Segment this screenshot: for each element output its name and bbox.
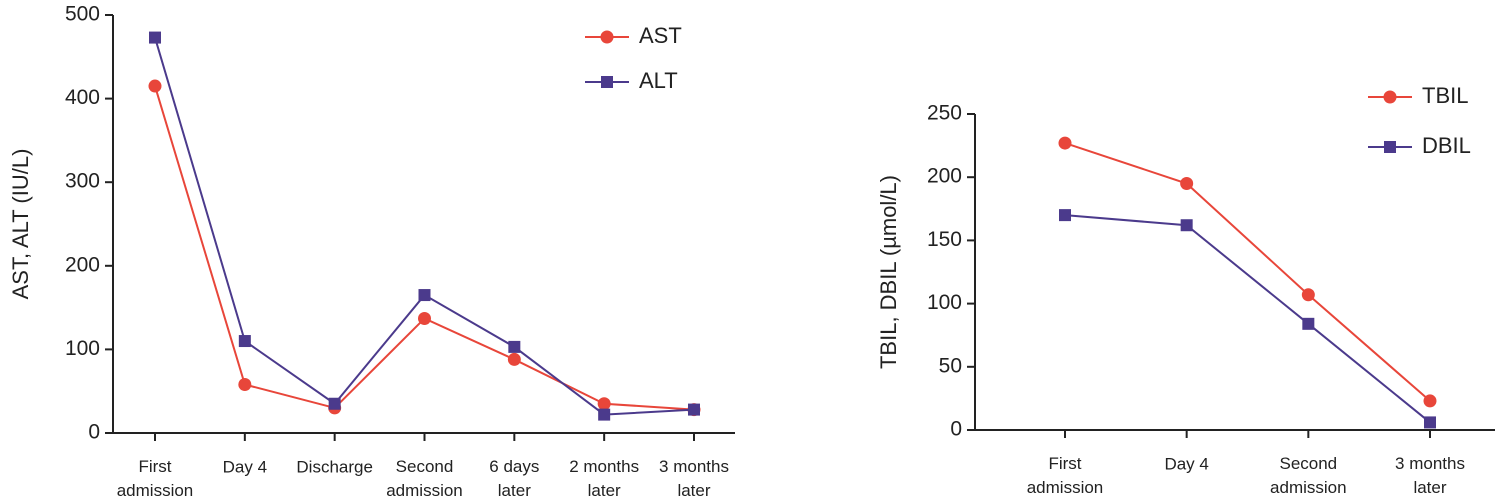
marker xyxy=(238,378,252,392)
y-tick-label: 200 xyxy=(927,165,962,188)
y-tick-label: 250 xyxy=(927,102,962,125)
y-tick-label: 100 xyxy=(927,291,962,314)
marker xyxy=(1302,317,1315,330)
marker xyxy=(418,289,431,302)
x-tick-label: 3 months later xyxy=(1395,454,1465,497)
y-tick-label: 50 xyxy=(939,354,962,377)
legend-label: TBIL xyxy=(1422,83,1468,108)
line xyxy=(1064,214,1431,424)
marker xyxy=(238,335,251,348)
y-tick-label: 300 xyxy=(65,170,100,193)
x-tick-label: 2 months later xyxy=(569,457,639,500)
x-tick-label: 6 days later xyxy=(489,457,539,500)
x-tick-label: Second admission xyxy=(1270,454,1347,497)
x-tick-label: Discharge xyxy=(296,457,373,476)
x-tick-label: 3 months later xyxy=(659,457,729,500)
x-tick-label: First admission xyxy=(1027,454,1104,497)
y-tick-label: 150 xyxy=(927,228,962,251)
x-tick-label: Day 4 xyxy=(223,457,267,476)
y-tick-label: 0 xyxy=(950,418,962,441)
line xyxy=(154,85,695,411)
legend-label: DBIL xyxy=(1422,133,1471,158)
marker xyxy=(1180,177,1194,191)
y-axis-label: TBIL, DBIL (µmol/L) xyxy=(876,175,901,369)
marker xyxy=(597,397,611,411)
marker xyxy=(598,408,611,421)
marker xyxy=(1423,394,1437,408)
legend-marker xyxy=(600,30,614,44)
legend-marker xyxy=(1384,141,1396,153)
x-tick-label: First admission xyxy=(117,457,194,500)
line xyxy=(1064,142,1431,402)
y-tick-label: 500 xyxy=(65,3,100,26)
y-tick-label: 100 xyxy=(65,337,100,360)
legend-marker xyxy=(1383,90,1397,104)
y-tick-label: 400 xyxy=(65,86,100,109)
legend-label: ALT xyxy=(639,68,678,93)
marker xyxy=(507,352,521,366)
marker xyxy=(1059,209,1071,222)
y-axis-label: AST, ALT (IU/L) xyxy=(8,149,33,300)
marker xyxy=(148,79,162,93)
marker xyxy=(508,340,521,353)
marker xyxy=(1180,219,1193,232)
marker xyxy=(149,31,161,44)
marker xyxy=(1058,136,1072,150)
y-tick-label: 0 xyxy=(88,421,100,444)
y-tick-label: 200 xyxy=(65,253,100,276)
marker xyxy=(418,311,431,325)
x-tick-label: Day 4 xyxy=(1164,454,1208,473)
legend-marker xyxy=(601,76,613,88)
marker xyxy=(1301,288,1315,302)
marker xyxy=(328,397,341,410)
marker xyxy=(688,403,700,416)
marker xyxy=(1424,416,1436,429)
x-tick-label: Second admission xyxy=(386,457,463,500)
legend-label: AST xyxy=(639,23,682,48)
